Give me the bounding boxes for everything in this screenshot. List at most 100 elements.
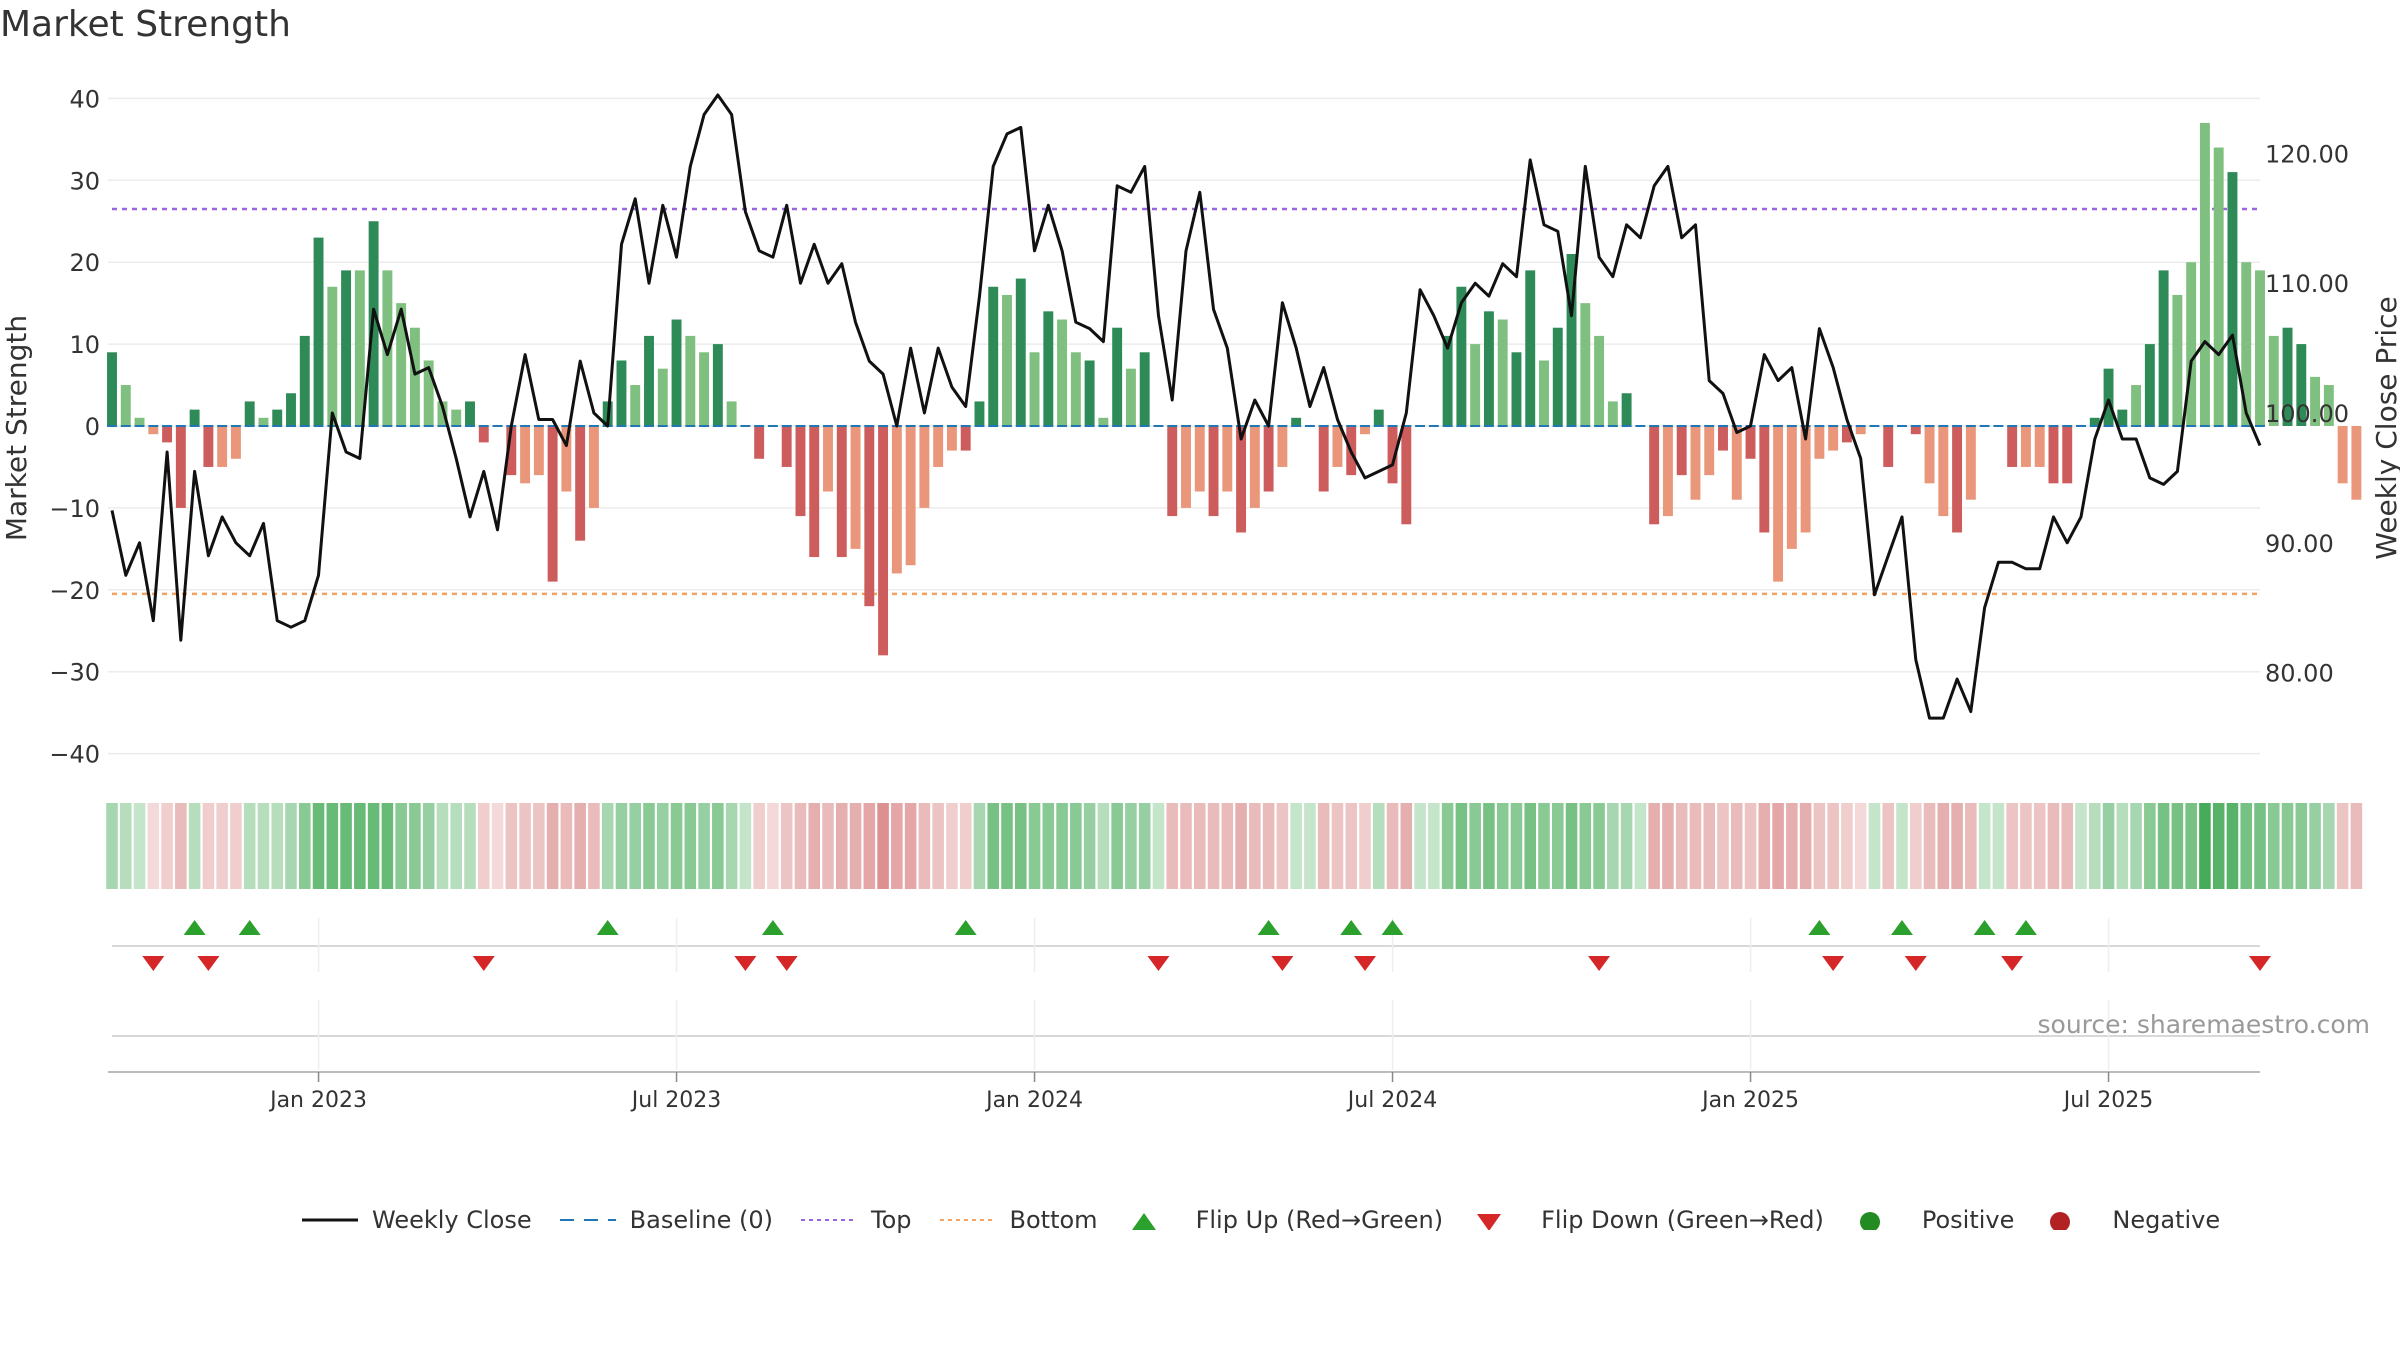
flip-up-marker-9: [1891, 920, 1913, 935]
x-tick-label-2: Jan 2024: [984, 1088, 1083, 1113]
regime-cell-65: [1001, 803, 1013, 889]
regime-cell-57: [891, 803, 903, 889]
strength-bar-6: [189, 409, 200, 426]
strength-bar-82: [1236, 426, 1247, 533]
strength-bar-42: [685, 335, 696, 426]
regime-cell-42: [684, 803, 697, 889]
regime-cell-92: [1372, 803, 1385, 889]
regime-cell-151: [2185, 803, 2197, 889]
regime-cell-11: [257, 803, 270, 889]
strength-bar-142: [2062, 426, 2073, 484]
strength-bar-37: [616, 360, 627, 426]
strength-bar-52: [823, 426, 833, 492]
regime-cell-140: [2033, 803, 2046, 889]
regime-cell-50: [794, 803, 807, 889]
strength-bar-62: [960, 426, 971, 451]
strength-bar-141: [2048, 426, 2059, 484]
flip-down-marker-8: [1588, 956, 1611, 971]
strength-bar-129: [1883, 426, 1894, 467]
strength-bar-162: [2337, 426, 2348, 484]
strength-bar-0: [107, 352, 117, 426]
strength-bar-34: [575, 426, 586, 541]
strength-bar-44: [712, 344, 723, 426]
regime-cell-18: [354, 803, 366, 889]
strength-bar-14: [299, 335, 310, 426]
regime-cell-36: [601, 803, 614, 889]
flip-up-marker-3: [761, 920, 784, 935]
regime-cell-113: [1662, 803, 1674, 889]
strength-bar-54: [850, 426, 861, 549]
strength-bar-75: [1139, 352, 1150, 426]
regime-cell-119: [1744, 803, 1757, 889]
legend-flip-down: Flip Down (Green→Red): [1469, 1206, 1824, 1234]
regime-cell-87: [1304, 803, 1316, 889]
strength-bar-79: [1194, 426, 1205, 492]
regime-cell-115: [1689, 803, 1702, 889]
strength-bar-63: [974, 401, 985, 426]
strength-bar-53: [836, 426, 847, 558]
strength-bar-92: [1373, 409, 1384, 426]
regime-cell-134: [1951, 803, 1963, 889]
strength-bar-94: [1401, 426, 1412, 525]
strength-bar-139: [2020, 426, 2031, 467]
regime-cell-31: [533, 803, 545, 889]
y-left-tick-label-4: 0: [85, 413, 100, 441]
strength-bar-55: [864, 426, 875, 607]
strength-bar-100: [1483, 311, 1494, 426]
flip-up-marker-2: [596, 920, 619, 935]
flip-up-marker-7: [1381, 920, 1404, 935]
strength-bar-159: [2296, 344, 2307, 426]
strength-bar-67: [1029, 352, 1040, 426]
regime-cell-159: [2295, 803, 2308, 889]
strength-bar-45: [726, 401, 737, 426]
regime-cell-24: [436, 803, 449, 889]
y-axis-left-label: Market Strength: [0, 315, 33, 541]
regime-cell-146: [2116, 803, 2129, 889]
legend-weekly-close-label: Weekly Close: [372, 1206, 532, 1234]
regime-cell-45: [725, 803, 738, 889]
regime-cell-10: [243, 803, 256, 889]
legend-positive-label: Positive: [1921, 1206, 2015, 1234]
regime-cell-160: [2309, 803, 2321, 889]
regime-cell-129: [1882, 803, 1895, 889]
strength-bar-161: [2323, 385, 2334, 426]
regime-cell-130: [1896, 803, 1908, 889]
regime-cell-142: [2061, 803, 2074, 889]
legend-bottom-label: Bottom: [1009, 1206, 1098, 1234]
regime-cell-123: [1799, 803, 1812, 889]
strength-bar-101: [1497, 319, 1508, 426]
regime-cell-122: [1786, 803, 1798, 889]
regime-cell-16: [326, 803, 339, 889]
regime-cell-80: [1207, 803, 1220, 889]
source-note: source: sharemaestro.com: [2037, 1010, 2371, 1039]
x-tick-label-3: Jul 2024: [1346, 1088, 1438, 1113]
strength-bar-153: [2213, 147, 2224, 426]
regime-cell-58: [904, 803, 917, 889]
regime-cell-106: [1565, 803, 1578, 889]
regime-cell-53: [835, 803, 848, 889]
regime-cell-102: [1510, 803, 1523, 889]
regime-cell-104: [1538, 803, 1550, 889]
regime-cell-118: [1730, 803, 1743, 889]
x-tick-label-4: Jan 2025: [1700, 1088, 1799, 1113]
regime-cell-150: [2171, 803, 2184, 889]
flip-down-marker-4: [775, 956, 798, 971]
strength-bar-47: [754, 426, 765, 459]
regime-cell-121: [1772, 803, 1784, 889]
regime-cell-90: [1345, 803, 1358, 889]
strength-bar-81: [1222, 426, 1233, 492]
weekly-close-line: [110, 93, 2262, 720]
y-right-tick-label-1: 110.00: [2265, 270, 2349, 298]
flip-up-marker-1: [238, 920, 261, 935]
strength-bar-61: [946, 426, 957, 451]
strength-bar-69: [1057, 319, 1068, 426]
regime-cell-141: [2047, 803, 2060, 889]
regime-cell-127: [1854, 803, 1867, 889]
regime-cell-14: [298, 803, 311, 889]
flip-down-marker-12: [2249, 956, 2271, 971]
regime-cell-5: [175, 803, 187, 889]
baseline-swatch: [559, 1219, 616, 1221]
regime-cell-111: [1634, 803, 1647, 889]
regime-cell-74: [1125, 803, 1137, 889]
regime-cell-62: [959, 803, 972, 889]
